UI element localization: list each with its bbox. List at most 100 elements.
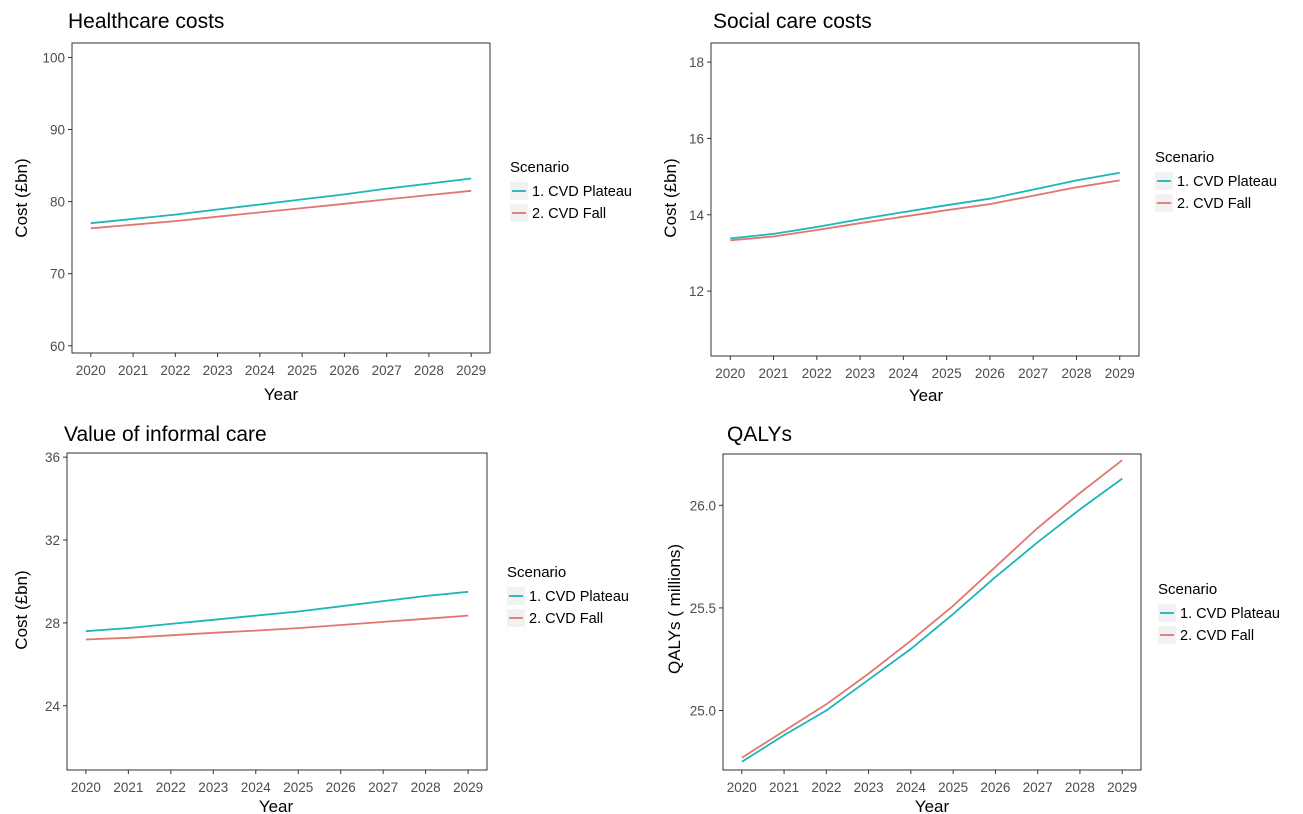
plot-border: [722, 453, 1142, 771]
plot-border: [66, 452, 488, 771]
legend: Scenario 1. CVD Plateau 2. CVD Fall: [1158, 581, 1280, 644]
y-tick-label: 36: [45, 450, 60, 465]
panel-2: Social care costs 12 14 16 18 2020 2021 2022 202…: [661, 10, 1277, 405]
y-tick-label: 32: [45, 533, 60, 548]
y-tick-label: 25.0: [690, 703, 716, 718]
y-tick-label: 25.5: [690, 601, 716, 616]
x-tick-label: 2020: [727, 780, 757, 795]
series-line-cvd-fall: [741, 459, 1123, 759]
legend-label: 1. CVD Plateau: [532, 184, 632, 200]
x-tick-label: 2026: [329, 363, 359, 378]
x-axis-title: Year: [909, 386, 944, 405]
y-tick-label: 90: [50, 123, 65, 138]
x-tick-label: 2021: [769, 780, 799, 795]
x-tick-label: 2023: [854, 780, 884, 795]
legend-label: 2. CVD Fall: [529, 611, 603, 627]
series-line-cvd-fall: [730, 179, 1120, 242]
x-tick-label: 2024: [896, 780, 927, 795]
x-tick-label: 2028: [411, 780, 441, 795]
legend-title: Scenario: [1158, 581, 1217, 598]
x-tick-label: 2025: [938, 780, 968, 795]
x-tick-label: 2024: [888, 366, 919, 381]
x-tick-label: 2024: [241, 780, 272, 795]
chart-title: Social care costs: [713, 10, 872, 33]
x-tick-label: 2029: [456, 363, 486, 378]
x-tick-label: 2021: [113, 780, 143, 795]
series-line-cvd-plateau: [730, 171, 1120, 240]
legend: Scenario 1. CVD Plateau 2. CVD Fall: [507, 564, 629, 627]
series-line-cvd-plateau: [90, 177, 472, 225]
legend-label: 1. CVD Plateau: [1177, 174, 1277, 190]
y-axis-title: Cost (£bn): [12, 570, 31, 649]
x-axis-title: Year: [264, 385, 299, 404]
x-tick-label: 2028: [414, 363, 444, 378]
legend: Scenario 1. CVD Plateau 2. CVD Fall: [510, 159, 632, 222]
y-tick-label: 28: [45, 616, 60, 631]
x-tick-label: 2026: [980, 780, 1010, 795]
x-tick-label: 2023: [845, 366, 875, 381]
y-tick-label: 70: [50, 267, 65, 282]
legend-title: Scenario: [510, 159, 569, 176]
legend-label: 1. CVD Plateau: [529, 589, 629, 605]
plot-border: [710, 42, 1140, 357]
y-axis-title: QALYs ( millions): [665, 544, 684, 674]
x-tick-label: 2024: [245, 363, 276, 378]
x-axis-title: Year: [259, 797, 294, 814]
x-tick-label: 2027: [1018, 366, 1048, 381]
chart-title: Value of informal care: [64, 423, 267, 446]
plot-border: [71, 42, 491, 354]
legend: Scenario 1. CVD Plateau 2. CVD Fall: [1155, 149, 1277, 212]
x-tick-label: 2023: [203, 363, 233, 378]
panel-1: Healthcare costs 60 70 80 90 100 2020 2021 2022 2…: [12, 10, 632, 404]
x-axis-title: Year: [915, 797, 950, 814]
series-line-cvd-fall: [90, 189, 472, 230]
legend-label: 1. CVD Plateau: [1180, 606, 1280, 622]
x-tick-label: 2020: [715, 366, 745, 381]
chart-title: QALYs: [727, 423, 792, 446]
y-tick-label: 80: [50, 195, 65, 210]
y-tick-label: 26.0: [690, 498, 716, 513]
legend-title: Scenario: [1155, 149, 1214, 166]
y-tick-label: 60: [50, 339, 65, 354]
y-tick-label: 12: [689, 284, 704, 299]
x-tick-label: 2027: [372, 363, 402, 378]
y-tick-label: 18: [689, 55, 704, 70]
chart-title: Healthcare costs: [68, 10, 224, 33]
y-tick-label: 16: [689, 131, 704, 146]
series-line-cvd-plateau: [741, 477, 1123, 763]
y-tick-label: 100: [42, 50, 65, 65]
x-tick-label: 2026: [975, 366, 1005, 381]
x-tick-label: 2022: [160, 363, 190, 378]
y-tick-label: 14: [689, 208, 705, 223]
x-tick-label: 2023: [198, 780, 228, 795]
x-tick-label: 2028: [1061, 366, 1091, 381]
legend-label: 2. CVD Fall: [1180, 628, 1254, 644]
x-tick-label: 2020: [71, 780, 101, 795]
series-line-cvd-plateau: [85, 590, 469, 633]
panel-4: QALYs 25.0 25.5 26.0 2020 2021 2022 2023 2024 202…: [665, 423, 1280, 814]
legend-label: 2. CVD Fall: [532, 206, 606, 222]
y-axis-title: Cost (£bn): [12, 158, 31, 237]
x-tick-label: 2029: [1107, 780, 1137, 795]
y-axis-title: Cost (£bn): [661, 158, 680, 237]
x-tick-label: 2025: [287, 363, 317, 378]
y-tick-label: 24: [45, 699, 61, 714]
x-tick-label: 2027: [1023, 780, 1053, 795]
x-tick-label: 2029: [453, 780, 483, 795]
x-tick-label: 2026: [326, 780, 356, 795]
x-tick-label: 2021: [118, 363, 148, 378]
x-tick-label: 2028: [1065, 780, 1095, 795]
x-tick-label: 2025: [932, 366, 962, 381]
x-tick-label: 2025: [283, 780, 313, 795]
x-tick-label: 2022: [811, 780, 841, 795]
legend-title: Scenario: [507, 564, 566, 581]
x-tick-label: 2020: [76, 363, 106, 378]
series-line-cvd-fall: [85, 614, 469, 641]
panel-3: Value of informal care 24 28 32 36 2020 2021 20…: [12, 423, 629, 814]
x-tick-label: 2022: [802, 366, 832, 381]
legend-label: 2. CVD Fall: [1177, 196, 1251, 212]
x-tick-label: 2022: [156, 780, 186, 795]
x-tick-label: 2029: [1105, 366, 1135, 381]
x-tick-label: 2021: [759, 366, 789, 381]
